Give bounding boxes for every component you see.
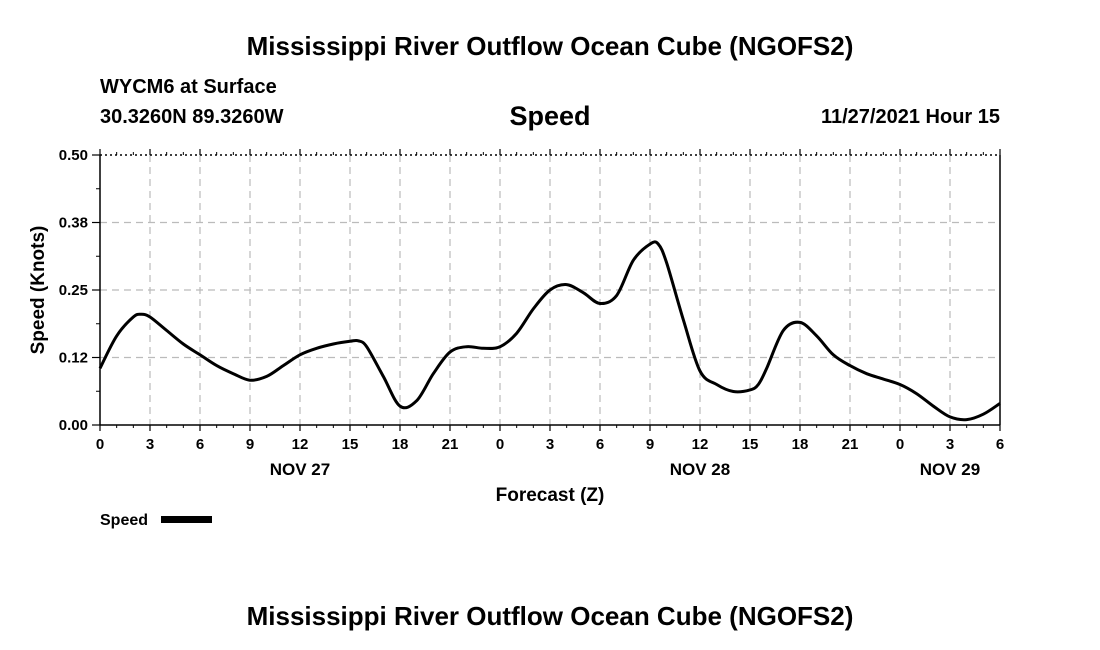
legend-swatch (161, 516, 212, 523)
y-tick-label: 0.50 (59, 147, 88, 164)
x-tick-label: 15 (342, 436, 359, 453)
x-tick-label: 6 (196, 436, 204, 453)
x-tick-label: 0 (496, 436, 504, 453)
x-tick-label: 9 (246, 436, 254, 453)
x-tick-label: 0 (96, 436, 104, 453)
x-axis-label: Forecast (Z) (496, 485, 605, 506)
series-line-speed (98, 240, 1001, 422)
y-tick-label: 0.25 (59, 282, 88, 299)
x-tick-label: 18 (792, 436, 809, 453)
station-coordinates: 30.3260N 89.3260W (100, 106, 284, 128)
x-tick-label: 3 (146, 436, 154, 453)
station-label: WYCM6 at Surface (100, 76, 277, 98)
y-tick-label: 0.00 (59, 417, 88, 434)
forecast-datetime: 11/27/2021 Hour 15 (820, 106, 1000, 128)
legend-label: Speed (100, 512, 148, 529)
x-tick-label: 18 (392, 436, 409, 453)
y-tick-label: 0.38 (59, 215, 88, 232)
chart-title: Speed (509, 101, 591, 131)
x-tick-label: 3 (946, 436, 954, 453)
x-tick-label: 21 (442, 436, 459, 453)
axes (92, 149, 1001, 431)
day-label: NOV 28 (670, 460, 730, 479)
y-axis-label: Speed (Knots) (28, 226, 49, 355)
footer-title: Mississippi River Outflow Ocean Cube (NG… (246, 601, 854, 631)
day-label: NOV 27 (270, 460, 330, 479)
x-tick-label: 3 (546, 436, 554, 453)
main-title: Mississippi River Outflow Ocean Cube (NG… (246, 31, 854, 61)
x-tick-label: 15 (742, 436, 759, 453)
day-label: NOV 29 (920, 460, 980, 479)
x-tick-label: 21 (842, 436, 859, 453)
x-tick-label: 12 (292, 436, 309, 453)
y-tick-label: 0.12 (59, 350, 88, 367)
x-tick-label: 0 (896, 436, 904, 453)
x-tick-label: 6 (596, 436, 604, 453)
x-tick-label: 6 (996, 436, 1004, 453)
legend: Speed (100, 512, 212, 529)
tick-labels: 0 3 6 9 12 15 18 21 0 3 6 9 12 15 18 21 0 3 6 0.00 0.12 0.25 0… (59, 147, 1004, 479)
x-tick-label: 12 (692, 436, 709, 453)
x-tick-label: 9 (646, 436, 654, 453)
series-layer (98, 240, 1001, 422)
